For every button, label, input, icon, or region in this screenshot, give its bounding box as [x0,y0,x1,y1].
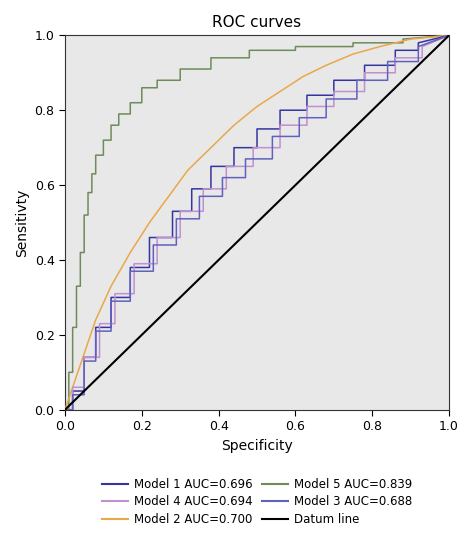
Legend: Model 1 AUC=0.696, Model 4 AUC=0.694, Model 2 AUC=0.700, Model 5 AUC=0.839, Mode: Model 1 AUC=0.696, Model 4 AUC=0.694, Mo… [96,472,418,532]
Y-axis label: Sensitivty: Sensitivty [15,188,29,257]
Title: ROC curves: ROC curves [212,15,301,30]
X-axis label: Specificity: Specificity [221,438,293,453]
